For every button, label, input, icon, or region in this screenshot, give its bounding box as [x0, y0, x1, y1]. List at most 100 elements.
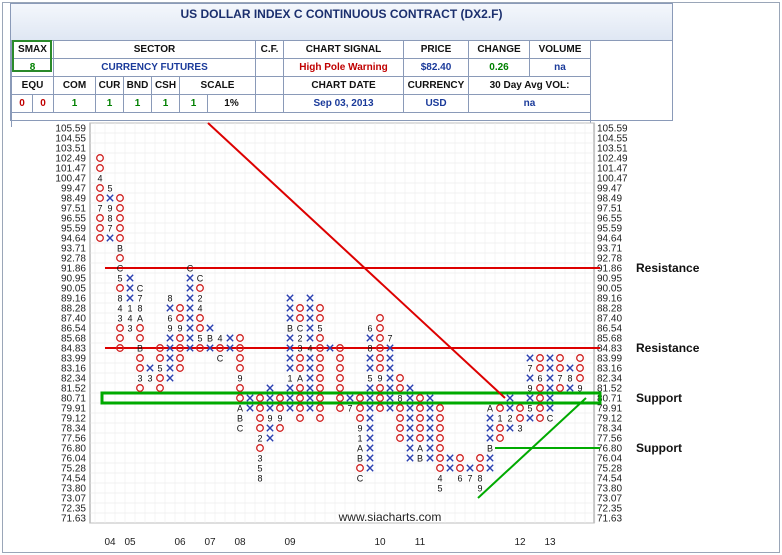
x-mark — [506, 424, 514, 432]
y-tick-label-right: 79.91 — [597, 404, 622, 415]
x-mark — [546, 354, 554, 362]
o-mark — [116, 324, 124, 332]
o-mark — [116, 224, 124, 232]
x-mark — [226, 344, 234, 352]
x-mark — [286, 404, 294, 412]
o-mark — [396, 424, 404, 432]
o-mark — [116, 214, 124, 222]
month-marker: 9 — [267, 414, 272, 424]
o-mark — [336, 404, 344, 412]
x-mark — [286, 304, 294, 312]
o-mark — [536, 414, 544, 422]
y-tick-label-left: 100.47 — [55, 174, 86, 185]
x-tick-label: 10 — [374, 537, 386, 548]
x-mark — [306, 384, 314, 392]
month-marker: A — [237, 404, 243, 414]
o-mark — [436, 444, 444, 452]
x-mark — [306, 334, 314, 342]
month-marker: 9 — [237, 374, 242, 384]
y-tick-label-left: 73.80 — [61, 484, 86, 495]
month-marker: 4 — [437, 474, 442, 484]
x-mark — [526, 354, 534, 362]
watermark-text: www.siacharts.com — [338, 510, 442, 524]
o-mark — [436, 414, 444, 422]
month-marker: 3 — [117, 314, 122, 324]
o-mark — [356, 464, 364, 472]
x-mark — [266, 394, 274, 402]
month-marker: 5 — [437, 484, 442, 494]
x-mark — [186, 324, 194, 332]
o-mark — [336, 374, 344, 382]
x-tick-label: 07 — [204, 537, 216, 548]
o-mark — [496, 424, 504, 432]
month-marker: B — [357, 454, 363, 464]
o-mark — [376, 364, 384, 372]
y-tick-label-left: 87.40 — [61, 314, 86, 325]
y-tick-label-left: 90.95 — [61, 274, 86, 285]
o-mark — [256, 424, 264, 432]
y-tick-label-left: 102.49 — [55, 154, 86, 165]
o-mark — [196, 344, 204, 352]
month-marker: 7 — [527, 364, 532, 374]
month-marker: C — [117, 264, 124, 274]
o-mark — [296, 394, 304, 402]
x-mark — [446, 454, 454, 462]
o-mark — [376, 324, 384, 332]
y-tick-label-left: 84.83 — [61, 344, 86, 355]
y-tick-label-left: 93.71 — [61, 244, 86, 255]
o-mark — [356, 414, 364, 422]
o-mark — [376, 334, 384, 342]
month-marker: 6 — [167, 314, 172, 324]
o-mark — [136, 334, 144, 342]
x-mark — [186, 334, 194, 342]
o-mark — [396, 384, 404, 392]
x-tick-label: 06 — [174, 537, 186, 548]
month-marker: 3 — [127, 324, 132, 334]
trendline-support — [477, 397, 587, 499]
o-mark — [136, 364, 144, 372]
month-marker: B — [487, 444, 493, 454]
x-mark — [366, 444, 374, 452]
o-mark — [336, 344, 344, 352]
o-mark — [336, 364, 344, 372]
y-tick-label-right: 82.34 — [597, 374, 622, 385]
y-tick-label-right: 73.07 — [597, 494, 622, 505]
month-marker: A — [137, 314, 143, 324]
o-mark — [476, 464, 484, 472]
o-mark — [96, 184, 104, 192]
y-tick-label-left: 103.51 — [55, 144, 86, 155]
o-mark — [256, 414, 264, 422]
com-value: 0 — [32, 94, 54, 113]
o-mark — [336, 384, 344, 392]
y-tick-label-left: 81.52 — [61, 384, 86, 395]
y-tick-label-left: 90.05 — [61, 284, 86, 295]
o-mark — [176, 304, 184, 312]
x-mark — [526, 414, 534, 422]
x-mark — [346, 394, 354, 402]
y-tick-label-right: 87.40 — [597, 314, 622, 325]
o-mark — [156, 344, 164, 352]
o-mark — [136, 384, 144, 392]
x-mark — [166, 344, 174, 352]
x-mark — [406, 394, 414, 402]
o-mark — [436, 434, 444, 442]
y-tick-label-right: 84.83 — [597, 344, 622, 355]
o-mark — [456, 454, 464, 462]
o-mark — [276, 404, 284, 412]
x-mark — [126, 274, 134, 282]
month-marker: 2 — [297, 334, 302, 344]
y-tick-label-left: 98.49 — [61, 194, 86, 205]
o-mark — [316, 394, 324, 402]
month-marker: B — [417, 454, 423, 464]
x-mark — [286, 314, 294, 322]
x-mark — [446, 464, 454, 472]
x-mark — [166, 374, 174, 382]
x-mark — [166, 334, 174, 342]
y-tick-label-right: 76.80 — [597, 444, 622, 455]
month-marker: 6 — [537, 374, 542, 384]
o-mark — [396, 434, 404, 442]
x-mark — [426, 404, 434, 412]
month-marker: 6 — [367, 324, 372, 334]
y-tick-label-right: 99.47 — [597, 184, 622, 195]
o-mark — [296, 314, 304, 322]
